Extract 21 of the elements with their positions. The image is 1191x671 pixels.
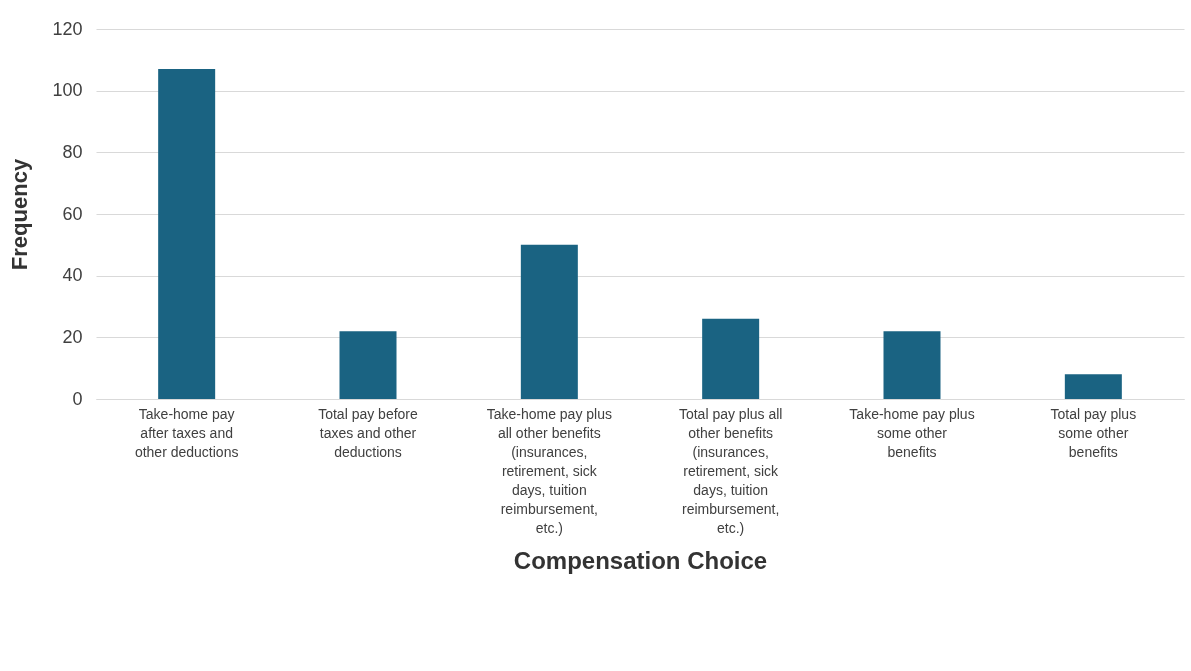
bar <box>158 69 216 399</box>
y-tick-label: 80 <box>62 141 83 162</box>
y-axis-title: Frequency <box>7 158 33 271</box>
x-tick-label: Take-home pay plus all other benefits (insurances, retirement, sick days, tuition reimbursement, etc.) <box>486 405 612 536</box>
y-tick-label: 0 <box>72 388 83 409</box>
x-tick-label: Take-home pay after taxes and other deductions <box>134 405 239 460</box>
bar <box>1064 374 1122 399</box>
x-axis-title: Compensation Choice <box>513 546 768 574</box>
x-tick-label: Total pay plus some other benefits <box>1050 405 1137 460</box>
y-tick-label: 20 <box>62 326 83 347</box>
y-tick-label: 60 <box>62 203 83 224</box>
y-tick-label: 120 <box>52 18 83 39</box>
bar <box>702 318 760 399</box>
x-tick-label: Take-home pay plus some other benefits <box>849 405 975 460</box>
x-tick-label: Total pay plus all other benefits (insurances, retirement, sick days, tuition reimbursement, etc.) <box>678 405 783 536</box>
y-tick-label: 40 <box>62 265 83 286</box>
y-tick-label: 100 <box>52 80 83 101</box>
x-tick-label: Total pay before taxes and other deductions <box>318 405 419 460</box>
bar <box>883 331 941 399</box>
bar <box>520 244 578 399</box>
bar <box>339 331 397 399</box>
